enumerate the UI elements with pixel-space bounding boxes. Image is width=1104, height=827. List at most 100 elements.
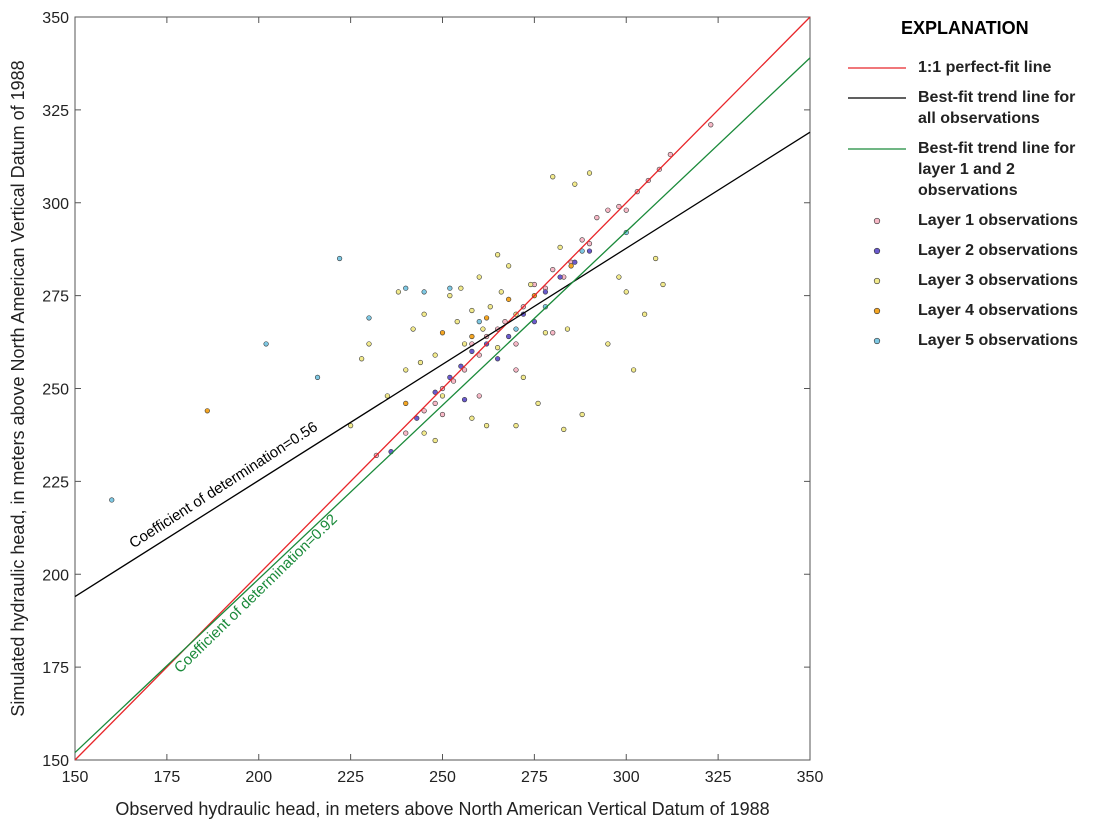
x-tick-label: 275 (521, 769, 548, 786)
data-point (542, 304, 549, 310)
annotation: Coefficient of determination=0.56 (126, 418, 320, 552)
data-point (432, 389, 438, 395)
data-point (542, 330, 549, 336)
legend-item: Layer 2 observations (846, 240, 1096, 261)
y-tick-label: 300 (42, 196, 69, 213)
data-point (630, 367, 637, 373)
data-point (579, 248, 585, 254)
data-point (461, 341, 468, 347)
data-point (314, 374, 321, 380)
data-point (403, 367, 409, 373)
data-point (450, 378, 457, 384)
data-point (476, 274, 482, 280)
legend-label: Layer 4 observations (918, 302, 1079, 319)
legend-symbol (848, 148, 906, 150)
y-tick-label: 275 (42, 289, 69, 306)
data-point (439, 393, 446, 399)
data-point (487, 304, 493, 310)
data-point (417, 359, 424, 366)
data-point (337, 255, 343, 262)
legend-symbol (873, 337, 881, 345)
legend-symbol (848, 97, 906, 99)
data-point (458, 363, 464, 369)
data-point (432, 437, 438, 444)
legend-item: Best-fit trend line for layer 1 and 2 ob… (846, 138, 1096, 201)
data-point (528, 281, 534, 288)
data-point (348, 423, 354, 429)
legend-label: 1:1 perfect-fit line (918, 59, 1052, 76)
y-tick-label: 350 (42, 10, 69, 27)
trend-line (74, 57, 811, 754)
data-point (586, 241, 593, 247)
data-point (447, 293, 453, 299)
data-point (568, 263, 574, 269)
data-point (395, 289, 402, 295)
data-point (594, 215, 600, 221)
legend-item: Layer 3 observations (846, 270, 1096, 291)
data-point (403, 430, 409, 436)
data-point (403, 400, 409, 406)
data-point (535, 400, 541, 406)
data-point (708, 122, 714, 128)
y-tick-label: 150 (42, 753, 69, 770)
data-point (605, 207, 611, 213)
data-point (410, 326, 416, 332)
data-point (506, 333, 512, 340)
legend-symbol (873, 277, 881, 285)
x-tick-label: 225 (337, 769, 364, 786)
legend-symbol (873, 247, 881, 255)
x-tick-label: 350 (797, 769, 824, 786)
data-point (557, 274, 563, 280)
data-point (476, 319, 482, 325)
data-point (531, 319, 537, 325)
data-point (109, 497, 115, 503)
data-point (579, 411, 585, 418)
annotation: Coefficient of determination=0.92 (171, 511, 341, 677)
data-point (461, 367, 468, 373)
plot-area (74, 16, 811, 761)
trend-line (74, 131, 811, 598)
legend-label: Layer 3 observations (918, 272, 1079, 289)
legend-marker (873, 217, 881, 225)
data-point (263, 341, 269, 347)
data-point (561, 426, 567, 432)
x-tick-label: 150 (62, 769, 89, 786)
data-point (447, 374, 453, 380)
data-point (520, 374, 526, 380)
legend-label: Layer 2 observations (918, 242, 1079, 259)
data-point (480, 326, 486, 332)
data-point (667, 151, 673, 158)
y-axis-label: Simulated hydraulic head, in meters abov… (8, 60, 28, 716)
y-tick-label: 250 (42, 382, 69, 399)
data-point (616, 274, 622, 280)
legend: EXPLANATION 1:1 perfect-fit line Best-fit… (846, 18, 1096, 360)
y-tick-label: 225 (42, 474, 69, 491)
data-point (506, 263, 512, 269)
data-point (461, 397, 468, 403)
data-point (476, 352, 482, 358)
data-point (616, 203, 622, 210)
legend-item: Layer 4 observations (846, 300, 1096, 321)
x-tick-label: 175 (154, 769, 181, 786)
data-point (623, 289, 629, 295)
data-point (204, 408, 210, 414)
legend-symbol (873, 307, 881, 315)
data-point (454, 319, 460, 325)
data-point (586, 170, 593, 176)
data-point (642, 311, 648, 317)
data-point (513, 326, 519, 332)
legend-item: Best-fit trend line for all observations (846, 87, 1096, 129)
y-tick-label: 325 (42, 103, 69, 120)
legend-item: 1:1 perfect-fit line (846, 57, 1096, 78)
data-point (432, 400, 438, 406)
data-point (495, 252, 501, 258)
data-point (439, 330, 446, 336)
data-point (513, 367, 519, 373)
data-point (414, 415, 420, 421)
data-point (550, 330, 556, 336)
legend-symbol (848, 67, 906, 69)
data-point (495, 345, 501, 351)
data-point (421, 408, 427, 414)
data-point (484, 315, 490, 321)
chart: 150 175 200 225 250 275 300 325 350 150 175 200 225 2… (8, 10, 824, 819)
